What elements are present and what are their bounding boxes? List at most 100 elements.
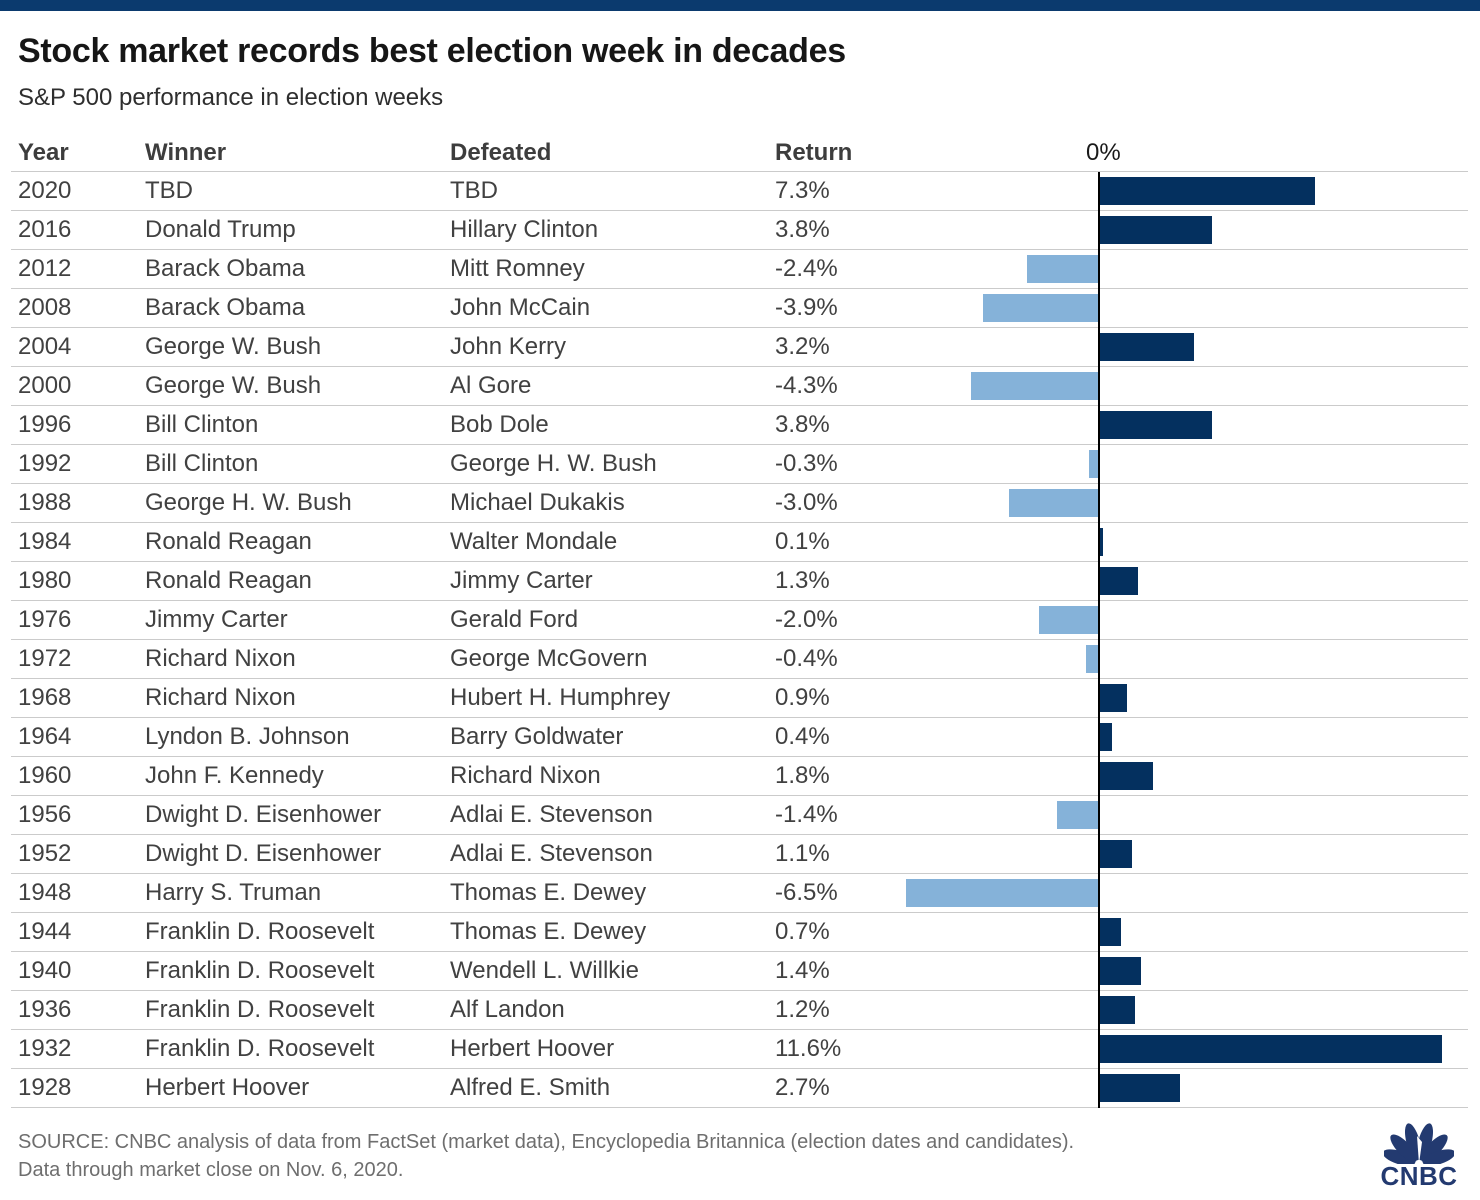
table-row: 1964 Lyndon B. Johnson Barry Goldwater 0.4% (11, 718, 1468, 757)
cell-winner: Bill Clinton (145, 411, 259, 438)
cell-winner: George W. Bush (145, 372, 322, 399)
table-row: 1976 Jimmy Carter Gerald Ford -2.0% (11, 601, 1468, 640)
cell-winner: Barack Obama (145, 294, 306, 321)
return-bar (1100, 1035, 1442, 1063)
return-bar (1100, 723, 1112, 751)
cell-year: 1984 (18, 528, 72, 555)
cell-winner: George W. Bush (145, 333, 322, 360)
top-banner (0, 0, 1480, 11)
return-bar (983, 294, 1098, 322)
cell-defeated: Walter Mondale (450, 528, 618, 555)
cell-year: 2012 (18, 255, 72, 282)
return-bar (1039, 606, 1098, 634)
cell-winner: Barack Obama (145, 255, 306, 282)
page-subtitle: S&P 500 performance in election weeks (18, 84, 444, 111)
cell-return: -4.3% (775, 372, 838, 399)
table-row: 1948 Harry S. Truman Thomas E. Dewey -6.5% (11, 874, 1468, 913)
cell-defeated: Al Gore (450, 372, 532, 399)
cell-year: 1964 (18, 723, 72, 750)
return-bar (906, 879, 1098, 907)
cell-winner: Jimmy Carter (145, 606, 288, 633)
source-note: SOURCE: CNBC analysis of data from FactS… (18, 1128, 1074, 1184)
cell-return: -2.0% (775, 606, 838, 633)
table-row: 1956 Dwight D. Eisenhower Adlai E. Stevens… (11, 796, 1468, 835)
cell-year: 1980 (18, 567, 72, 594)
header-defeated: Defeated (450, 139, 552, 166)
cell-defeated: John Kerry (450, 333, 567, 360)
table-row: 1952 Dwight D. Eisenhower Adlai E. Stevens… (11, 835, 1468, 874)
cnbc-peacock-icon (1384, 1123, 1454, 1164)
cell-year: 2000 (18, 372, 72, 399)
table-header-row: Year Winner Defeated Return 0% (11, 138, 1468, 172)
return-bar (1100, 918, 1121, 946)
header-return: Return (775, 139, 853, 166)
cell-return: -0.4% (775, 645, 838, 672)
cell-return: -1.4% (775, 801, 838, 828)
return-bar (1009, 489, 1098, 517)
cnbc-logo-text: CNBC (1380, 1161, 1458, 1191)
return-bar (1100, 411, 1212, 439)
cell-defeated: George McGovern (450, 645, 648, 672)
cell-return: 11.6% (775, 1035, 842, 1062)
table-row: 1936 Franklin D. Roosevelt Alf Landon 1.2% (11, 991, 1468, 1030)
cell-defeated: Hubert H. Humphrey (450, 684, 671, 711)
table-row: 1960 John F. Kennedy Richard Nixon 1.8% (11, 757, 1468, 796)
cell-year: 1976 (18, 606, 72, 633)
table-row: 1944 Franklin D. Roosevelt Thomas E. Dewey… (11, 913, 1468, 952)
cell-return: 3.2% (775, 333, 830, 360)
return-bar (1086, 645, 1098, 673)
cell-winner: Herbert Hoover (145, 1074, 310, 1101)
cell-winner: Donald Trump (145, 216, 296, 243)
cell-winner: John F. Kennedy (145, 762, 324, 789)
cell-defeated: Thomas E. Dewey (450, 879, 647, 906)
cell-return: 3.8% (775, 411, 830, 438)
page-title: Stock market records best election week … (18, 32, 846, 70)
cell-winner: Richard Nixon (145, 645, 296, 672)
cell-year: 1960 (18, 762, 72, 789)
return-bar (1100, 840, 1132, 868)
source-line-2: Data through market close on Nov. 6, 202… (18, 1159, 404, 1181)
return-bar (1100, 528, 1103, 556)
cell-defeated: John McCain (450, 294, 591, 321)
zero-axis-line (1098, 172, 1100, 1108)
table-row: 1992 Bill Clinton George H. W. Bush -0.3% (11, 445, 1468, 484)
election-returns-table: Year Winner Defeated Return 0% 2020 TBD TB… (11, 138, 1468, 1108)
zero-axis-label: 0% (1086, 139, 1121, 166)
cell-defeated: Richard Nixon (450, 762, 601, 789)
table-row: 2012 Barack Obama Mitt Romney -2.4% (11, 250, 1468, 289)
table-row: 1940 Franklin D. Roosevelt Wendell L. Will… (11, 952, 1468, 991)
cell-defeated: Thomas E. Dewey (450, 918, 647, 945)
cell-year: 2008 (18, 294, 72, 321)
cnbc-logo: CNBC (1374, 1118, 1464, 1192)
cell-year: 1996 (18, 411, 72, 438)
cell-winner: Dwight D. Eisenhower (145, 840, 382, 867)
return-bar (1100, 1074, 1180, 1102)
table-row: 1996 Bill Clinton Bob Dole 3.8% (11, 406, 1468, 445)
cell-winner: George H. W. Bush (145, 489, 352, 516)
return-bar (1057, 801, 1098, 829)
cell-return: -3.9% (775, 294, 838, 321)
cell-return: 0.4% (775, 723, 830, 750)
cell-year: 1928 (18, 1074, 72, 1101)
cell-year: 1972 (18, 645, 72, 672)
cell-year: 2020 (18, 177, 72, 204)
table-row: 1968 Richard Nixon Hubert H. Humphrey 0.9% (11, 679, 1468, 718)
return-bar (1100, 177, 1315, 205)
cell-year: 1968 (18, 684, 72, 711)
cell-defeated: Bob Dole (450, 411, 549, 438)
cell-winner: Bill Clinton (145, 450, 259, 477)
cell-winner: TBD (145, 177, 193, 204)
cell-year: 1988 (18, 489, 72, 516)
cell-winner: Lyndon B. Johnson (145, 723, 350, 750)
cell-defeated: Hillary Clinton (450, 216, 599, 243)
cell-return: 1.1% (775, 840, 830, 867)
return-bar (1100, 684, 1127, 712)
cell-return: -6.5% (775, 879, 838, 906)
cell-defeated: Jimmy Carter (450, 567, 593, 594)
cell-winner: Ronald Reagan (145, 528, 312, 555)
cell-return: 1.8% (775, 762, 830, 789)
table-row: 1972 Richard Nixon George McGovern -0.4% (11, 640, 1468, 679)
cell-winner: Harry S. Truman (145, 879, 322, 906)
cell-return: 0.9% (775, 684, 830, 711)
table-row: 1932 Franklin D. Roosevelt Herbert Hoover 1… (11, 1030, 1468, 1069)
